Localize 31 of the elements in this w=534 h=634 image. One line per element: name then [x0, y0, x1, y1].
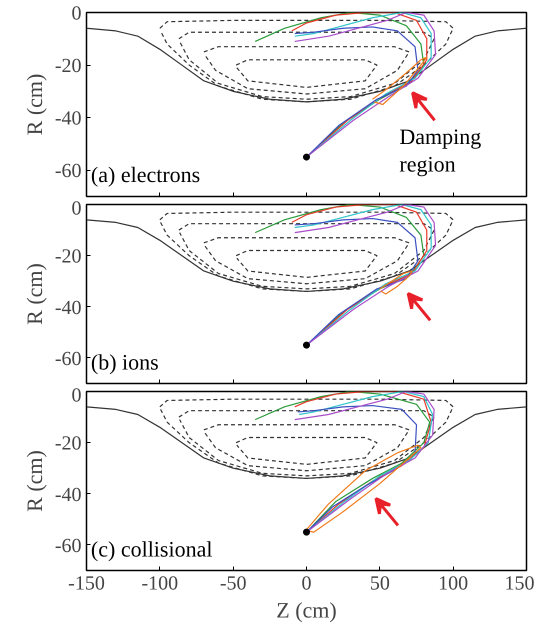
annotation: (c) collisional	[90, 536, 212, 562]
x-tick-label: 100	[438, 572, 468, 594]
annotation: (b) ions	[90, 350, 159, 375]
x-tick-label: -100	[142, 572, 178, 594]
y-tick-label: -60	[54, 348, 82, 370]
x-tick-label: 150	[504, 572, 534, 594]
y-axis-title: R (cm)	[22, 450, 47, 512]
x-axis-title: Z (cm)	[276, 598, 337, 622]
y-tick-label: -60	[54, 160, 82, 182]
y-tick-label: -20	[54, 432, 82, 455]
y-axis-title: R (cm)	[22, 74, 47, 136]
y-tick-label: -20	[54, 55, 82, 78]
y-tick-label: -40	[54, 296, 82, 319]
y-tick-label: 0	[72, 198, 82, 220]
line-series	[236, 59, 378, 88]
y-tick-label: 0	[72, 2, 82, 24]
x-tick-label: -50	[220, 572, 247, 594]
line-series	[203, 46, 410, 95]
line-series	[178, 32, 435, 100]
x-tick-label: -150	[68, 572, 105, 594]
x-tick-label: 50	[370, 572, 390, 594]
x-tick-label: 0	[302, 572, 312, 594]
annotation: (a) electrons	[90, 162, 200, 187]
annotation: Damping region	[399, 124, 482, 177]
y-tick-label: -40	[54, 484, 82, 506]
y-tick-label: -20	[54, 246, 82, 268]
y-axis-title: R (cm)	[22, 263, 47, 325]
line-series	[372, 56, 428, 106]
y-tick-label: -40	[54, 108, 82, 130]
y-tick-label: -60	[54, 534, 82, 557]
y-tick-label: 0	[72, 384, 82, 406]
